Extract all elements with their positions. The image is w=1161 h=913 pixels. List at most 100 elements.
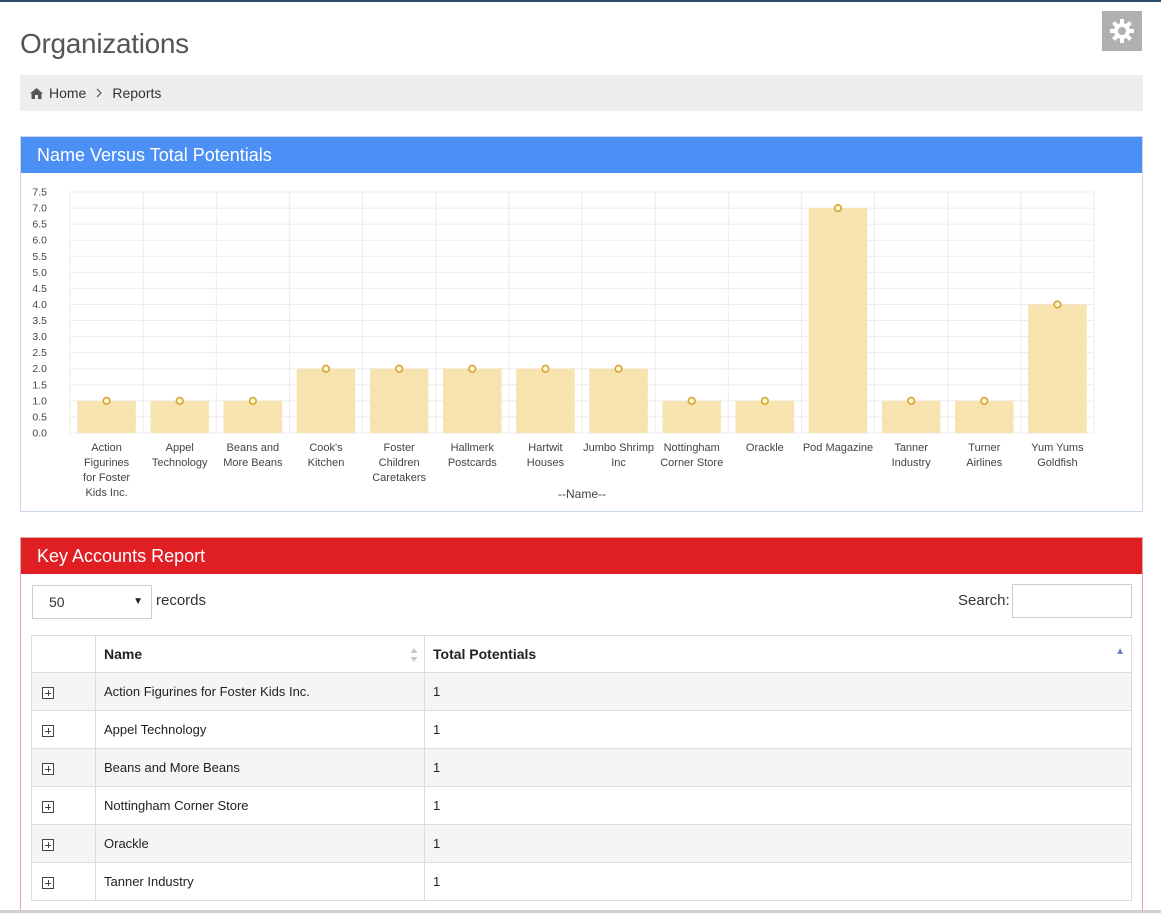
sort-icon: [410, 648, 418, 662]
total-potentials-cell: 1: [424, 710, 1132, 749]
accounts-table: Name Total Potentials ▲ Action Figurines…: [31, 635, 1132, 901]
expand-cell[interactable]: [31, 786, 96, 825]
chart-point: [248, 396, 257, 405]
plus-square-icon[interactable]: [42, 686, 54, 699]
account-name-cell: Beans and More Beans: [95, 748, 425, 787]
x-tick-label: Orackle: [746, 442, 784, 454]
x-tick-label: Cook's Kitchen: [308, 442, 345, 469]
settings-button[interactable]: [1102, 11, 1142, 51]
chart-point: [833, 203, 843, 213]
plus-square-icon[interactable]: [42, 800, 54, 813]
plus-square-icon[interactable]: [42, 838, 54, 851]
account-name-cell: Appel Technology: [95, 710, 425, 749]
top-border: [0, 0, 1161, 2]
y-tick-label: 4.5: [32, 283, 47, 295]
y-tick-label: 2.5: [32, 347, 47, 359]
table-controls: 50 ▼ records Search:: [21, 574, 1142, 622]
expand-cell[interactable]: [31, 824, 96, 863]
account-name-cell: Tanner Industry: [95, 862, 425, 901]
bottom-border: [0, 910, 1161, 913]
x-tick-label: Foster Children Caretakers: [372, 442, 426, 484]
total-potentials-cell: 1: [424, 786, 1132, 825]
expand-cell[interactable]: [31, 710, 96, 749]
x-tick-label: Pod Magazine: [803, 442, 873, 454]
breadcrumb-home[interactable]: Home: [30, 85, 86, 101]
search-input[interactable]: [1012, 584, 1132, 618]
chart-bar: [589, 368, 648, 433]
breadcrumb-home-label[interactable]: Home: [49, 85, 87, 101]
chart-bar: [735, 400, 795, 433]
x-tick-label: Action Figurines for Foster Kids Inc.: [83, 442, 130, 499]
table-row: Action Figurines for Foster Kids Inc. 1: [31, 672, 1132, 711]
page-size-select[interactable]: 50 ▼: [32, 585, 152, 619]
chart-bar: [150, 400, 209, 433]
table-row: Appel Technology 1: [31, 710, 1132, 749]
y-tick-label: 0.0: [32, 428, 47, 440]
y-tick-label: 3.5: [32, 315, 47, 327]
table-row: Tanner Industry 1: [31, 862, 1132, 901]
x-tick-label: Hartwit Houses: [527, 442, 565, 469]
y-tick-label: 1.0: [32, 395, 47, 407]
expand-cell[interactable]: [31, 748, 96, 787]
chart-point: [687, 396, 696, 405]
y-tick-label: 0.5: [32, 411, 47, 423]
expand-cell[interactable]: [31, 672, 96, 711]
chart-bar: [1028, 304, 1087, 433]
chart-point: [395, 364, 404, 373]
chevron-right-icon: [96, 88, 103, 98]
chart-bar: [77, 400, 136, 433]
chart-bar: [443, 368, 502, 433]
key-accounts-title: Key Accounts Report: [21, 538, 1142, 574]
chart-point: [980, 396, 989, 405]
chart-bar: [296, 368, 356, 433]
chart-point: [614, 364, 623, 373]
accounts-table-body: Action Figurines for Foster Kids Inc. 1 Ap…: [31, 672, 1132, 901]
plus-square-icon[interactable]: [42, 762, 54, 775]
y-tick-label: 3.0: [32, 331, 47, 343]
x-tick-label: Jumbo Shrimp Inc: [583, 442, 654, 469]
x-tick-label: Appel Technology: [152, 442, 208, 469]
y-tick-label: 6.0: [32, 235, 47, 247]
x-axis-label: --Name--: [558, 487, 606, 501]
chart-point: [102, 396, 111, 405]
table-row: Beans and More Beans 1: [31, 748, 1132, 787]
chart-point: [175, 396, 184, 405]
table-row: Orackle 1: [31, 824, 1132, 863]
total-potentials-cell: 1: [424, 862, 1132, 901]
y-tick-label: 6.5: [32, 219, 47, 231]
y-tick-label: 7.5: [32, 187, 47, 199]
total-column-header[interactable]: Total Potentials ▲: [424, 635, 1132, 673]
y-tick-label: 4.0: [32, 299, 47, 311]
account-name-cell: Orackle: [95, 824, 425, 863]
total-potentials-cell: 1: [424, 672, 1132, 711]
bar-chart: 0.0 0.5 1.0 1.5 2.0 2.5 3.0 3.5 4.0 4.5 5.0 5.5 6.0 6…: [32, 187, 1095, 501]
chevron-down-icon: ▼: [133, 596, 143, 607]
chart-bar: [516, 368, 575, 433]
account-name-cell: Nottingham Corner Store: [95, 786, 425, 825]
chart-bar: [369, 368, 429, 433]
plus-square-icon[interactable]: [42, 724, 54, 737]
records-label: records: [156, 592, 207, 609]
chart-bar: [955, 400, 1014, 433]
key-accounts-panel: Key Accounts Report 50 ▼ records Search:…: [20, 537, 1143, 913]
chart-bar: [881, 400, 941, 433]
chart-point: [321, 364, 331, 373]
home-icon: [30, 87, 43, 99]
y-tick-label: 1.5: [32, 379, 47, 391]
expand-cell[interactable]: [31, 862, 96, 901]
x-tick-label: Hallmerk Postcards: [448, 442, 497, 469]
sort-ascending-icon: ▲: [1115, 646, 1125, 657]
y-tick-label: 2.0: [32, 363, 47, 375]
chart-point: [468, 364, 477, 373]
chart-point: [1053, 300, 1062, 309]
chart-bar: [808, 208, 868, 433]
breadcrumb: Home Reports: [20, 75, 1143, 111]
chart-point: [760, 396, 769, 405]
table-header-row: Name Total Potentials ▲: [31, 635, 1132, 673]
chart-panel-title: Name Versus Total Potentials: [21, 137, 1142, 173]
gear-icon: [1110, 19, 1134, 43]
y-tick-label: 5.0: [32, 267, 47, 279]
name-column-header[interactable]: Name: [95, 635, 425, 673]
x-tick-label: Nottingham Corner Store: [660, 442, 723, 469]
plus-square-icon[interactable]: [42, 876, 54, 889]
